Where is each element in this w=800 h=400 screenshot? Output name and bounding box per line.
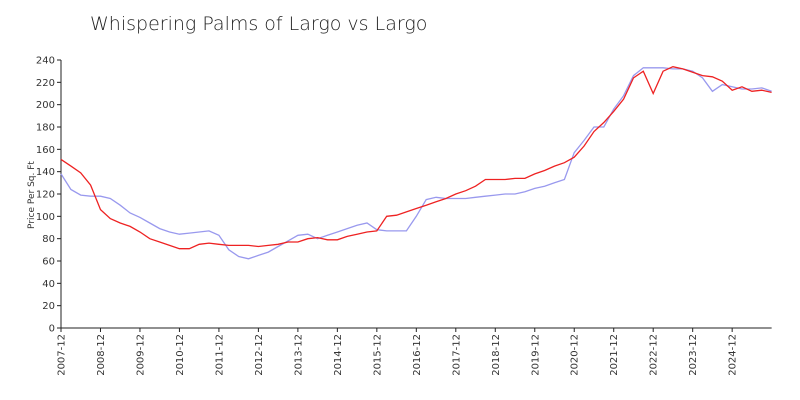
- x-tick-label: 2010-12: [175, 334, 186, 376]
- x-tick-label: 2022-12: [649, 334, 660, 376]
- x-tick-label: 2014-12: [333, 334, 344, 376]
- y-axis-label: Price Per Sq. Ft: [27, 161, 37, 229]
- x-tick-label: 2012-12: [254, 334, 265, 376]
- chart-title: Whispering Palms of Largo vs Largo: [90, 13, 427, 35]
- y-tick-label: 140: [36, 167, 55, 178]
- x-tick-label: 2013-12: [293, 334, 304, 376]
- x-tick-label: 2009-12: [135, 334, 146, 376]
- x-tick-label: 2024-12: [728, 334, 739, 376]
- y-tick-label: 40: [42, 279, 55, 290]
- x-tick-label: 2015-12: [372, 334, 383, 376]
- x-tick-label: 2023-12: [688, 334, 699, 376]
- y-tick-label: 20: [42, 301, 55, 312]
- y-tick-label: 0: [49, 324, 55, 335]
- series-line: [60, 66, 772, 250]
- y-tick-label: 240: [36, 56, 55, 67]
- y-tick-label: 200: [36, 100, 55, 111]
- x-tick-label: 2021-12: [609, 334, 620, 376]
- y-tick-label: 180: [36, 123, 55, 134]
- x-tick-label: 2019-12: [530, 334, 541, 376]
- x-tick-label: 2007-12: [57, 334, 68, 376]
- x-tick-label: 2011-12: [214, 334, 225, 376]
- x-tick-label: 2016-12: [412, 334, 423, 376]
- y-tick-label: 60: [42, 257, 55, 268]
- series-line: [60, 67, 772, 260]
- x-tick-label: 2017-12: [451, 334, 462, 376]
- x-tick-label: 2018-12: [491, 334, 502, 376]
- x-tick-label: 2008-12: [96, 334, 107, 376]
- y-tick-label: 100: [36, 212, 55, 223]
- y-tick-label: 160: [36, 145, 55, 156]
- x-tick-label: 2020-12: [570, 334, 581, 376]
- y-tick-label: 80: [42, 234, 55, 245]
- y-tick-label: 220: [36, 78, 55, 89]
- y-tick-label: 120: [36, 190, 55, 201]
